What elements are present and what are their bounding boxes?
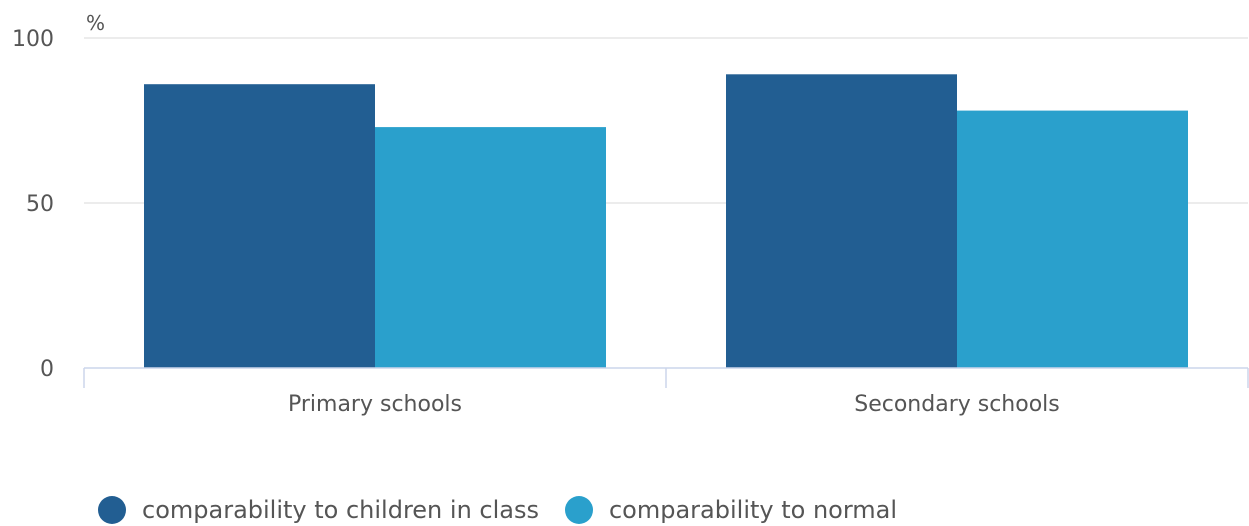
- legend-item-normal[interactable]: comparability to normal: [564, 496, 898, 524]
- bar[interactable]: [375, 127, 606, 368]
- y-tick-label: 0: [40, 357, 54, 382]
- legend-swatch-children-in-class: [98, 496, 126, 524]
- legend-swatch-normal: [564, 496, 593, 524]
- y-axis-unit-label: %: [86, 11, 105, 35]
- x-category-label: Secondary schools: [854, 392, 1060, 417]
- y-tick-label: 100: [12, 27, 54, 52]
- legend-label: comparability to children in class: [142, 496, 539, 524]
- legend-label: comparability to normal: [608, 496, 898, 524]
- x-axis: Primary schools Secondary schools: [83, 367, 1249, 417]
- legend: comparability to children in class compa…: [98, 494, 923, 526]
- y-tick-label: 50: [26, 192, 54, 217]
- legend-item-children-in-class[interactable]: comparability to children in class: [98, 496, 539, 524]
- x-category-label: Primary schools: [288, 392, 462, 417]
- bar[interactable]: [144, 84, 375, 368]
- bar[interactable]: [957, 110, 1188, 368]
- bar[interactable]: [726, 74, 957, 369]
- bars: [144, 74, 1188, 369]
- y-axis-ticks: 0 50 100: [12, 27, 54, 382]
